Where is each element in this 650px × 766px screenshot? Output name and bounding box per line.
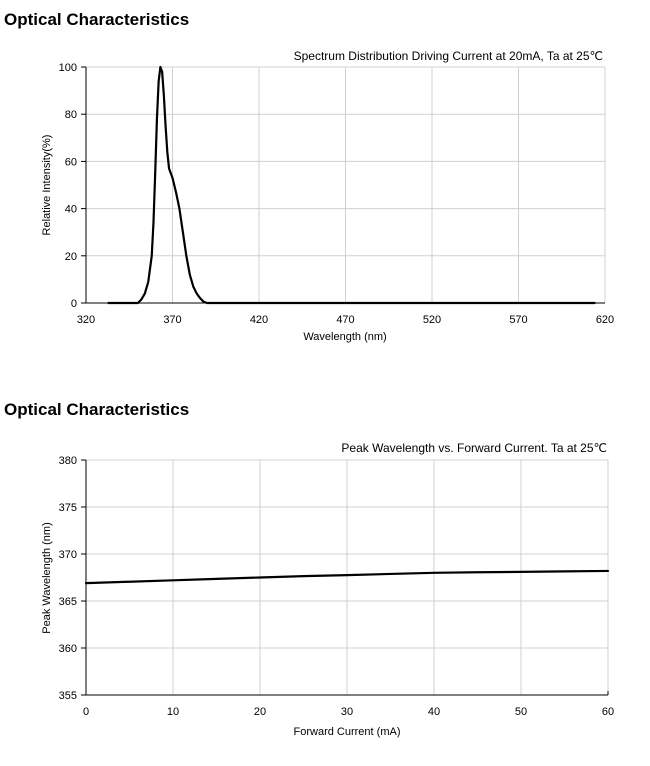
series-line <box>107 65 596 305</box>
x-tick-label: 0 <box>83 706 89 718</box>
y-axis-label: Relative Intensity(%) <box>41 135 53 236</box>
section-title: Optical Characteristics <box>4 400 190 419</box>
y-tick-label: 360 <box>59 643 77 655</box>
y-tick-label: 380 <box>59 455 77 467</box>
series-line <box>84 569 610 585</box>
y-axis-label: Peak Wavelength (nm) <box>41 522 53 633</box>
y-tick-label: 370 <box>59 549 77 561</box>
x-tick-label: 420 <box>250 314 268 326</box>
x-tick-label: 20 <box>254 706 266 718</box>
x-tick-label: 10 <box>167 706 179 718</box>
chart-title: Peak Wavelength vs. Forward Current. Ta … <box>341 441 607 455</box>
chart-title: Spectrum Distribution Driving Current at… <box>294 49 603 63</box>
x-tick-label: 620 <box>596 314 614 326</box>
x-tick-label: 520 <box>423 314 441 326</box>
x-axis-label: Wavelength (nm) <box>303 331 386 343</box>
x-axis-label: Forward Current (mA) <box>294 726 401 738</box>
peak-wavelength-chart: Peak Wavelength vs. Forward Current. Ta … <box>41 441 614 738</box>
x-tick-label: 470 <box>336 314 354 326</box>
x-tick-label: 30 <box>341 706 353 718</box>
y-tick-label: 375 <box>59 502 77 514</box>
x-tick-label: 50 <box>515 706 527 718</box>
y-tick-label: 355 <box>59 690 77 702</box>
section-title: Optical Characteristics <box>4 10 190 29</box>
spectrum-chart: Spectrum Distribution Driving Current at… <box>41 49 614 343</box>
x-tick-label: 60 <box>602 706 614 718</box>
y-tick-label: 60 <box>65 156 77 168</box>
y-tick-label: 0 <box>71 298 77 310</box>
y-tick-label: 100 <box>59 62 77 74</box>
y-tick-label: 80 <box>65 109 77 121</box>
y-tick-label: 20 <box>65 251 77 263</box>
x-tick-label: 570 <box>509 314 527 326</box>
y-tick-label: 365 <box>59 596 77 608</box>
x-tick-label: 40 <box>428 706 440 718</box>
x-tick-label: 320 <box>77 314 95 326</box>
x-tick-label: 370 <box>163 314 181 326</box>
y-tick-label: 40 <box>65 204 77 216</box>
